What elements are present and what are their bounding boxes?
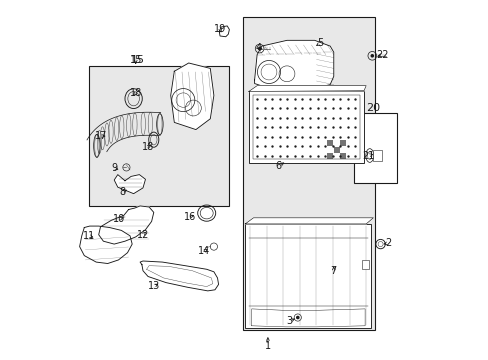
Polygon shape <box>248 86 366 91</box>
Text: 6: 6 <box>275 161 281 171</box>
Polygon shape <box>219 26 229 37</box>
Bar <box>244 224 370 328</box>
Polygon shape <box>254 40 333 91</box>
Bar <box>340 153 346 159</box>
Text: 13: 13 <box>147 281 160 291</box>
Bar <box>340 140 346 146</box>
Polygon shape <box>114 175 145 194</box>
Circle shape <box>295 316 299 319</box>
Text: 18: 18 <box>142 142 154 152</box>
Text: 19: 19 <box>213 24 225 34</box>
Text: 2: 2 <box>385 238 391 248</box>
Text: 9: 9 <box>111 163 117 174</box>
Text: 14: 14 <box>198 246 210 256</box>
Circle shape <box>257 47 261 50</box>
Bar <box>326 140 332 146</box>
Text: 22: 22 <box>375 50 387 60</box>
Polygon shape <box>99 206 153 244</box>
Bar <box>248 91 363 163</box>
Bar <box>89 66 228 206</box>
Text: 4: 4 <box>255 42 262 53</box>
Bar <box>91 69 225 203</box>
Bar <box>253 95 359 159</box>
Text: 18: 18 <box>129 88 142 98</box>
Polygon shape <box>170 63 213 130</box>
Bar <box>242 17 374 330</box>
Circle shape <box>125 213 132 220</box>
Polygon shape <box>80 226 132 264</box>
Bar <box>361 260 368 269</box>
Text: 5: 5 <box>316 38 323 48</box>
Text: 3: 3 <box>286 316 292 326</box>
Text: 1: 1 <box>264 341 270 351</box>
Text: 8: 8 <box>120 186 125 197</box>
Bar <box>326 153 332 159</box>
Text: 17: 17 <box>95 131 107 141</box>
Text: 12: 12 <box>137 230 149 240</box>
Text: 15: 15 <box>131 55 145 66</box>
Circle shape <box>370 54 373 58</box>
Text: 20: 20 <box>366 103 380 113</box>
Text: 7: 7 <box>330 266 336 276</box>
Bar <box>354 113 396 183</box>
Text: 11: 11 <box>82 231 95 241</box>
Text: 10: 10 <box>113 214 125 224</box>
Polygon shape <box>244 218 373 224</box>
Text: 16: 16 <box>183 212 196 222</box>
Text: 21: 21 <box>362 150 374 161</box>
Bar <box>333 147 339 153</box>
Bar <box>372 150 381 161</box>
Text: 15: 15 <box>129 55 142 66</box>
Polygon shape <box>140 261 218 291</box>
